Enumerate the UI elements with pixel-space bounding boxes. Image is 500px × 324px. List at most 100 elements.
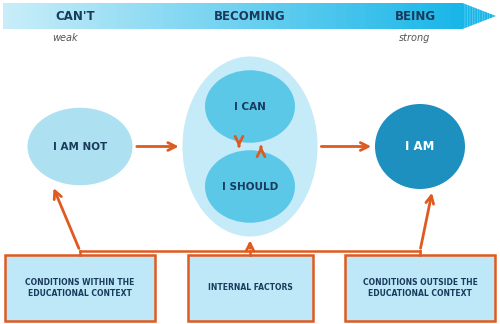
Polygon shape bbox=[134, 3, 140, 29]
Polygon shape bbox=[192, 3, 198, 29]
Polygon shape bbox=[457, 3, 462, 29]
Text: BEING: BEING bbox=[394, 9, 436, 22]
Polygon shape bbox=[43, 3, 49, 29]
Polygon shape bbox=[278, 3, 284, 29]
Polygon shape bbox=[210, 3, 215, 29]
Polygon shape bbox=[31, 3, 37, 29]
Polygon shape bbox=[476, 8, 478, 24]
Polygon shape bbox=[434, 3, 440, 29]
Polygon shape bbox=[342, 3, 347, 29]
Polygon shape bbox=[462, 3, 464, 29]
Polygon shape bbox=[348, 3, 353, 29]
Polygon shape bbox=[416, 3, 422, 29]
Polygon shape bbox=[330, 3, 336, 29]
Polygon shape bbox=[8, 3, 14, 29]
Polygon shape bbox=[272, 3, 278, 29]
Polygon shape bbox=[478, 9, 480, 23]
Polygon shape bbox=[140, 3, 146, 29]
Polygon shape bbox=[37, 3, 43, 29]
Polygon shape bbox=[72, 3, 77, 29]
Text: CONDITIONS WITHIN THE
EDUCATIONAL CONTEXT: CONDITIONS WITHIN THE EDUCATIONAL CONTEX… bbox=[26, 278, 134, 298]
Text: I AM NOT: I AM NOT bbox=[53, 142, 107, 152]
Polygon shape bbox=[481, 10, 482, 22]
Polygon shape bbox=[54, 3, 60, 29]
Polygon shape bbox=[428, 3, 434, 29]
Polygon shape bbox=[482, 11, 484, 21]
Polygon shape bbox=[215, 3, 221, 29]
Polygon shape bbox=[186, 3, 192, 29]
Polygon shape bbox=[472, 7, 474, 25]
Polygon shape bbox=[313, 3, 318, 29]
FancyBboxPatch shape bbox=[345, 255, 495, 320]
Polygon shape bbox=[307, 3, 313, 29]
Polygon shape bbox=[382, 3, 388, 29]
Text: I AM: I AM bbox=[406, 140, 434, 153]
Polygon shape bbox=[226, 3, 232, 29]
Polygon shape bbox=[118, 3, 123, 29]
Polygon shape bbox=[232, 3, 238, 29]
Polygon shape bbox=[353, 3, 359, 29]
Polygon shape bbox=[494, 15, 496, 17]
Polygon shape bbox=[492, 15, 494, 17]
Polygon shape bbox=[204, 3, 210, 29]
Polygon shape bbox=[445, 3, 451, 29]
FancyBboxPatch shape bbox=[5, 255, 155, 320]
Ellipse shape bbox=[375, 104, 465, 189]
Polygon shape bbox=[451, 3, 457, 29]
Polygon shape bbox=[324, 3, 330, 29]
Polygon shape bbox=[466, 4, 468, 28]
FancyBboxPatch shape bbox=[188, 255, 312, 320]
Polygon shape bbox=[250, 3, 256, 29]
Polygon shape bbox=[370, 3, 376, 29]
Ellipse shape bbox=[28, 108, 132, 185]
Polygon shape bbox=[26, 3, 31, 29]
Polygon shape bbox=[261, 3, 267, 29]
Polygon shape bbox=[106, 3, 112, 29]
Polygon shape bbox=[20, 3, 26, 29]
Polygon shape bbox=[267, 3, 272, 29]
Text: BECOMING: BECOMING bbox=[214, 9, 286, 22]
Polygon shape bbox=[399, 3, 405, 29]
Ellipse shape bbox=[182, 56, 318, 237]
Text: I SHOULD: I SHOULD bbox=[222, 181, 278, 191]
Text: INTERNAL FACTORS: INTERNAL FACTORS bbox=[208, 283, 292, 292]
Polygon shape bbox=[146, 3, 152, 29]
Polygon shape bbox=[411, 3, 416, 29]
Polygon shape bbox=[290, 3, 296, 29]
Polygon shape bbox=[164, 3, 169, 29]
Polygon shape bbox=[440, 3, 445, 29]
Polygon shape bbox=[221, 3, 226, 29]
Polygon shape bbox=[296, 3, 302, 29]
Polygon shape bbox=[359, 3, 364, 29]
Polygon shape bbox=[123, 3, 129, 29]
Polygon shape bbox=[66, 3, 71, 29]
Polygon shape bbox=[284, 3, 290, 29]
Text: CONDITIONS OUTSIDE THE
EDUCATIONAL CONTEXT: CONDITIONS OUTSIDE THE EDUCATIONAL CONTE… bbox=[362, 278, 478, 298]
Polygon shape bbox=[480, 9, 481, 22]
Text: weak: weak bbox=[52, 33, 78, 43]
Polygon shape bbox=[60, 3, 66, 29]
Polygon shape bbox=[181, 3, 186, 29]
Polygon shape bbox=[468, 5, 469, 27]
Polygon shape bbox=[486, 12, 488, 20]
Polygon shape bbox=[129, 3, 134, 29]
Polygon shape bbox=[48, 3, 54, 29]
Polygon shape bbox=[175, 3, 181, 29]
Polygon shape bbox=[490, 13, 491, 18]
Polygon shape bbox=[318, 3, 324, 29]
Polygon shape bbox=[112, 3, 117, 29]
Polygon shape bbox=[89, 3, 94, 29]
Polygon shape bbox=[158, 3, 164, 29]
Polygon shape bbox=[238, 3, 244, 29]
Polygon shape bbox=[100, 3, 106, 29]
Polygon shape bbox=[469, 6, 471, 26]
Polygon shape bbox=[405, 3, 411, 29]
Polygon shape bbox=[422, 3, 428, 29]
Polygon shape bbox=[471, 6, 472, 26]
Polygon shape bbox=[169, 3, 175, 29]
Polygon shape bbox=[77, 3, 83, 29]
Polygon shape bbox=[388, 3, 394, 29]
Polygon shape bbox=[14, 3, 20, 29]
Polygon shape bbox=[2, 3, 8, 29]
Polygon shape bbox=[474, 7, 476, 24]
